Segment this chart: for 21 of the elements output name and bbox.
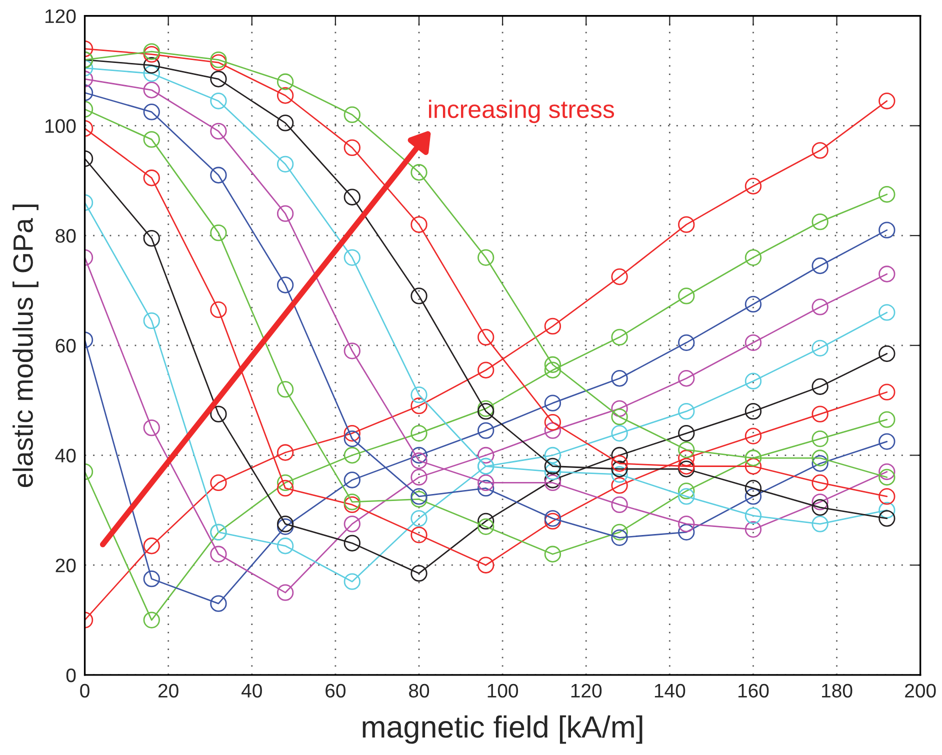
x-axis-title: magnetic field [kA/m] xyxy=(362,715,642,744)
x-tick-label: 80 xyxy=(409,684,430,698)
x-tick-label: 120 xyxy=(571,684,602,698)
y-axis-title: elastic modulus [ GPa ] xyxy=(12,204,38,488)
x-tick-label: 160 xyxy=(738,684,769,698)
x-tick-label: 60 xyxy=(326,684,346,698)
y-tick-label: 20 xyxy=(56,558,76,572)
y-tick-label: 100 xyxy=(45,119,76,133)
y-tick-label: 60 xyxy=(56,338,76,353)
x-tick-label: 20 xyxy=(158,684,178,698)
y-tick-label: 120 xyxy=(45,9,76,24)
y-tick-label: 0 xyxy=(66,668,76,682)
x-tick-label: 200 xyxy=(905,684,936,698)
y-tick-label: 80 xyxy=(56,229,76,243)
y-tick-label: 40 xyxy=(55,448,76,462)
x-tick-label: 40 xyxy=(242,684,262,698)
x-tick-label: 180 xyxy=(822,684,852,698)
x-tick-label: 100 xyxy=(488,684,518,698)
annotation: increasing stress xyxy=(429,100,614,124)
x-tick-label: 0 xyxy=(80,684,90,698)
x-tick-label: 140 xyxy=(654,684,686,698)
